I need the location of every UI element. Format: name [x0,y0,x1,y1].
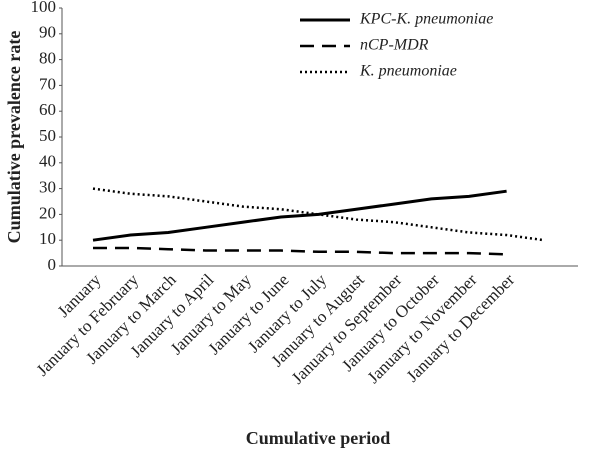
series-line [92,187,545,242]
y-tick-label: 100 [31,0,57,16]
legend-label: KPC-K. pneumoniae [359,11,493,28]
legend-label: nCP-MDR [360,37,429,54]
y-tick-label: 70 [39,74,56,93]
y-tick-label: 90 [39,23,56,42]
y-tick-label: 0 [48,255,57,274]
y-tick-label: 80 [39,49,56,68]
y-tick-label: 30 [39,178,56,197]
series-line [93,246,507,256]
y-tick-label: 10 [39,229,56,248]
x-axis-title: Cumulative period [246,428,391,448]
legend-label: K. pneumoniae [359,63,457,80]
y-tick-label: 40 [39,152,56,171]
y-tick-label: 50 [39,126,56,145]
y-tick-label: 60 [39,100,56,119]
series-line [92,189,507,242]
y-axis-title: Cumulative prevalence rate [4,31,24,244]
y-tick-label: 20 [39,203,56,222]
